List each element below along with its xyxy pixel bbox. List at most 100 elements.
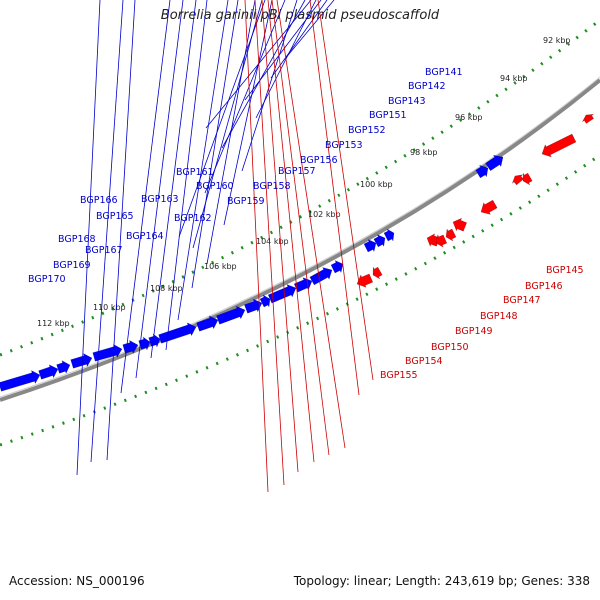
leader-line-bgp149 [271, 0, 330, 456]
reverse-gene-5[interactable] [445, 228, 457, 242]
forward-gene-4[interactable] [70, 353, 93, 369]
gene-label-bgp153[interactable]: BGP153 [325, 140, 363, 151]
leader-line-bgp168 [244, 0, 322, 101]
leader-line-bgp142 [90, 0, 124, 463]
gene-label-bgp168[interactable]: BGP168 [58, 234, 96, 245]
gene-label-bgp143[interactable]: BGP143 [388, 96, 426, 107]
gene-label-bgp169[interactable]: BGP169 [53, 260, 91, 271]
leader-line-bgp158 [191, 0, 239, 289]
leader-line-bgp145 [244, 0, 269, 493]
reverse-gene-7[interactable] [480, 199, 498, 215]
forward-gene-8[interactable] [148, 333, 161, 348]
forward-gene-13[interactable] [259, 294, 271, 308]
scale-tick-label: 92 kbp [543, 36, 571, 45]
gene-label-bgp159[interactable]: BGP159 [227, 196, 265, 207]
leader-line-bgp153 [150, 0, 197, 359]
backbone-highlight [0, 76, 600, 398]
leader-line-bgp157 [177, 0, 229, 321]
leader-line-bgp147 [261, 0, 299, 473]
gene-label-bgp156[interactable]: BGP156 [300, 155, 338, 166]
inner-tick-ring [0, 153, 600, 447]
leader-line-bgp141 [76, 0, 101, 476]
scale-tick-label: 106 kbp [204, 262, 237, 271]
gene-label-bgp157[interactable]: BGP157 [278, 166, 316, 177]
gene-label-bgp170[interactable]: BGP170 [28, 274, 66, 285]
leader-line-bgp143 [106, 0, 136, 461]
scale-tick-label: 96 kbp [455, 113, 483, 122]
gene-label-bgp165[interactable]: BGP165 [96, 211, 134, 222]
gene-label-bgp155[interactable]: BGP155 [380, 370, 418, 381]
reverse-gene-11[interactable] [581, 114, 595, 124]
scale-tick-label: 98 kbp [410, 148, 438, 157]
gene-label-bgp158[interactable]: BGP158 [253, 181, 291, 192]
forward-gene-7[interactable] [138, 336, 151, 351]
gene-label-bgp146[interactable]: BGP146 [525, 281, 563, 292]
label-leaders [76, 0, 374, 493]
forward-gene-1[interactable] [0, 370, 41, 392]
scale-tick-label: 110 kbp [93, 303, 126, 312]
leader-line-bgp154 [309, 0, 360, 396]
leader-line-bgp151 [120, 0, 171, 394]
reverse-gene-9[interactable] [522, 172, 533, 186]
leader-line-bgp146 [254, 0, 285, 486]
gene-label-bgp160[interactable]: BGP160 [196, 181, 234, 192]
forward-gene-20[interactable] [383, 228, 395, 242]
leader-line-bgp148 [267, 0, 315, 463]
forward-gene-2[interactable] [38, 364, 59, 380]
gene-label-bgp149[interactable]: BGP149 [455, 326, 493, 337]
accession-text: Accession: NS_000196 [9, 574, 145, 588]
forward-gene-10[interactable] [196, 315, 219, 332]
leader-line-bgp162 [223, 0, 273, 226]
forward-gene-21[interactable] [475, 164, 489, 179]
topology-summary: Topology: linear; Length: 243,619 bp; Ge… [293, 574, 590, 588]
tick-rings [0, 18, 600, 447]
forward-gene-3[interactable] [56, 360, 71, 375]
leader-line-bgp156 [165, 0, 208, 351]
gene-label-bgp145[interactable]: BGP145 [546, 265, 584, 276]
forward-gene-9[interactable] [158, 322, 197, 344]
scale-labels: 92 kbp 94 kbp 96 kbp 98 kbp 100 kbp 102 kbp 10… [37, 36, 571, 328]
reverse-gene-4[interactable] [435, 233, 448, 248]
reverse-gene-6[interactable] [452, 217, 468, 232]
leader-line-bgp170 [283, 0, 335, 61]
reverse-gene-1[interactable] [356, 273, 374, 288]
gene-arrows [0, 114, 595, 392]
gene-label-bgp147[interactable]: BGP147 [503, 295, 541, 306]
leader-line-bgp160 [192, 0, 263, 249]
leader-line-bgp161 [178, 0, 266, 238]
gene-label-bgp166[interactable]: BGP166 [80, 195, 118, 206]
leader-line-bgp152 [135, 0, 184, 379]
gene-label-bgp164[interactable]: BGP164 [126, 231, 164, 242]
gene-label-bgp141[interactable]: BGP141 [425, 67, 463, 78]
forward-gene-5[interactable] [92, 343, 123, 362]
gene-label-bgp162[interactable]: BGP162 [174, 213, 212, 224]
forward-gene-18[interactable] [363, 238, 377, 253]
gene-label-bgp150[interactable]: BGP150 [431, 342, 469, 353]
gene-label-bgp151[interactable]: BGP151 [369, 110, 407, 121]
gene-label-bgp163[interactable]: BGP163 [141, 194, 179, 205]
gene-label-bgp148[interactable]: BGP148 [480, 311, 518, 322]
forward-gene-12[interactable] [244, 298, 263, 314]
gene-labels: BGP141 BGP142 BGP143 BGP151 BGP152 BGP153 BGP1… [28, 67, 584, 381]
reverse-gene-2[interactable] [372, 266, 383, 280]
gene-label-bgp152[interactable]: BGP152 [348, 125, 386, 136]
gene-label-bgp161[interactable]: BGP161 [176, 167, 214, 178]
outer-tick-ring [0, 18, 600, 357]
map-title: Borrelia garinii pBi plasmid pseudoscaff… [160, 8, 440, 23]
gene-label-bgp154[interactable]: BGP154 [405, 356, 443, 367]
leader-line-bgp155 [317, 0, 374, 381]
forward-gene-16[interactable] [309, 267, 333, 286]
gene-label-bgp167[interactable]: BGP167 [85, 245, 123, 256]
leader-line-bgp150 [276, 0, 346, 449]
forward-gene-11[interactable] [216, 305, 246, 325]
gene-label-bgp142[interactable]: BGP142 [408, 81, 446, 92]
forward-gene-14[interactable] [267, 284, 297, 304]
reverse-gene-10[interactable] [541, 133, 577, 158]
forward-gene-17[interactable] [330, 259, 344, 274]
forward-gene-19[interactable] [373, 234, 386, 248]
scale-tick-label: 104 kbp [256, 237, 289, 246]
forward-gene-22[interactable] [485, 154, 504, 172]
reverse-gene-8[interactable] [511, 174, 524, 186]
leader-line-bgp163 [204, 0, 286, 194]
